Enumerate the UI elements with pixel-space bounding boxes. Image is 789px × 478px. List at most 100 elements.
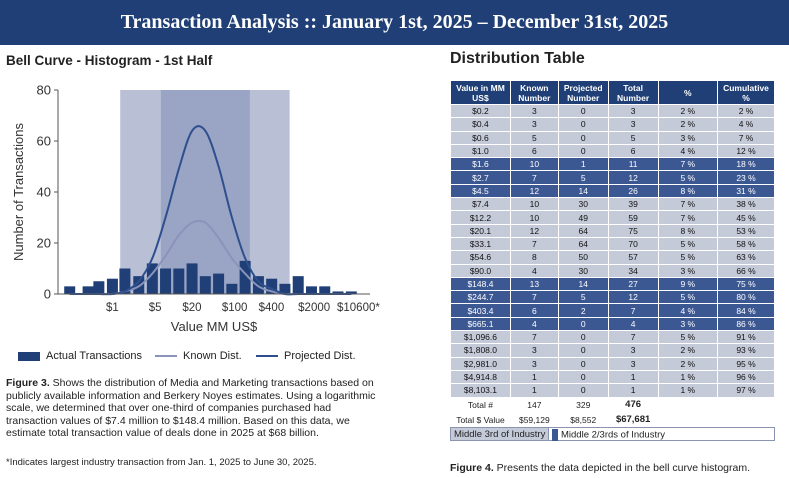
bar-19: [319, 286, 331, 294]
total-number-empty2: [717, 397, 775, 413]
table-cell-t: 34: [607, 263, 659, 278]
table-header-row: Value in MM US$ Known Number Projected N…: [450, 80, 775, 105]
bar-12: [226, 283, 238, 294]
table-cell-p: 0: [557, 343, 609, 358]
table-cell-v: $4.5: [450, 183, 511, 199]
table-row: $0.2 3 0 3 2 % 2 %: [450, 103, 775, 119]
header-projected: Projected Number: [557, 80, 609, 105]
table-cell-p: 14: [557, 183, 609, 199]
distribution-table: Value in MM US$ Known Number Projected N…: [450, 80, 775, 428]
y-tick-label: 0: [44, 287, 51, 302]
table-cell-pct: 3 %: [657, 263, 719, 278]
table-cell-pct: 8 %: [657, 183, 719, 199]
x-tick-label: $2000: [298, 302, 330, 314]
table-cell-p: 0: [557, 143, 609, 159]
table-cell-k: 7: [509, 170, 559, 185]
histogram-title: Bell Curve - Histogram - 1st Half: [6, 53, 213, 68]
legend-known: Known Dist.: [155, 350, 242, 362]
figure3-caption: Figure 3. Shows the distribution of Medi…: [6, 377, 378, 440]
histogram-chart: 0 20 40 60 80 $1 $5 $20 $100 $400 $2000 $10600* Valu…: [11, 83, 380, 335]
legend-actual-label: Actual Transactions: [46, 350, 142, 362]
table-cell-v: $8,103.1: [450, 383, 511, 398]
table-row: $4.5 12 14 26 8 % 31 %: [450, 183, 775, 199]
x-tick-label: $1: [106, 302, 119, 314]
table-cell-pct: 8 %: [657, 223, 719, 238]
x-tick-label: $400: [259, 302, 285, 314]
figure3-text: Shows the distribution of Media and Mark…: [6, 377, 376, 439]
bar-8: [173, 268, 185, 294]
table-cell-pct: 5 %: [657, 170, 719, 185]
table-cell-t: 70: [607, 236, 659, 252]
table-cell-pct: 4 %: [657, 303, 719, 318]
table-cell-k: 7: [509, 330, 559, 345]
bar-16: [279, 283, 291, 294]
x-tick-label: $100: [222, 302, 248, 314]
table-cell-pct: 5 %: [657, 290, 719, 305]
table-cell-t: 59: [607, 210, 659, 225]
table-legend: Middle 3rd of Industry Middle 2/3rds of …: [450, 427, 775, 441]
table-cell-k: 7: [509, 290, 559, 305]
table-cell-k: 4: [509, 316, 559, 332]
table-cell-k: 3: [509, 117, 559, 132]
table-cell-cum: 31 %: [717, 183, 775, 199]
table-cell-pct: 2 %: [657, 356, 719, 371]
table-row: $148.4 13 14 27 9 % 75 %: [450, 276, 775, 292]
table-cell-k: 3: [509, 103, 559, 119]
table-cell-cum: 58 %: [717, 236, 775, 252]
table-cell-k: 10: [509, 197, 559, 212]
total-value-total: $67,681: [608, 412, 659, 428]
x-axis-title: Value MM US$: [171, 319, 258, 334]
total-number-label: Total #: [450, 397, 511, 413]
table-cell-cum: 66 %: [717, 263, 775, 278]
table-row: $403.4 6 2 7 4 % 84 %: [450, 303, 775, 318]
table-cell-cum: 75 %: [717, 276, 775, 292]
table-cell-t: 3: [607, 356, 659, 371]
table-cell-cum: 12 %: [717, 143, 775, 159]
table-row: $1.6 10 1 11 7 % 18 %: [450, 157, 775, 172]
table-cell-cum: 63 %: [717, 250, 775, 265]
table-cell-p: 2: [557, 303, 609, 318]
table-cell-p: 0: [557, 369, 609, 385]
table-cell-k: 5: [509, 130, 559, 145]
table-cell-t: 39: [607, 197, 659, 212]
bar-20: [332, 291, 344, 294]
table-cell-pct: 9 %: [657, 276, 719, 292]
table-cell-t: 75: [607, 223, 659, 238]
legend-middle-two-thirds: Middle 2/3rds of Industry: [549, 427, 775, 441]
bar-5: [133, 276, 145, 294]
table-cell-pct: 1 %: [657, 383, 719, 398]
total-number-projected: 329: [558, 397, 609, 413]
footnote: *Indicates largest industry transaction …: [6, 457, 317, 468]
table-cell-pct: 2 %: [657, 117, 719, 132]
table-cell-v: $665.1: [450, 316, 511, 332]
bar-18: [305, 286, 317, 294]
table-cell-cum: 38 %: [717, 197, 775, 212]
total-number-total: 476: [608, 397, 659, 413]
table-cell-pct: 5 %: [657, 236, 719, 252]
table-cell-t: 27: [607, 276, 659, 292]
total-value-row: Total $ Value $59,129 $8,552 $67,681: [450, 412, 775, 428]
table-row: $4,914.8 1 0 1 1 % 96 %: [450, 369, 775, 385]
table-cell-k: 1: [509, 383, 559, 398]
table-cell-cum: 96 %: [717, 369, 775, 385]
header-value: Value in MM US$: [450, 80, 511, 105]
table-cell-p: 0: [557, 117, 609, 132]
chart-legend: Actual Transactions Known Dist. Projecte…: [18, 350, 388, 364]
table-cell-t: 6: [607, 143, 659, 159]
total-number-empty1: [658, 397, 718, 413]
legend-projected-label: Projected Dist.: [284, 350, 356, 362]
table-cell-v: $2.7: [450, 170, 511, 185]
y-tick-label: 60: [37, 134, 51, 149]
bar-15: [266, 278, 278, 294]
table-row: $90.0 4 30 34 3 % 66 %: [450, 263, 775, 278]
table-cell-pct: 3 %: [657, 316, 719, 332]
figure4-caption: Figure 4. Presents the data depicted in …: [450, 462, 750, 474]
table-row: $20.1 12 64 75 8 % 53 %: [450, 223, 775, 238]
total-number-row: Total # 147 329 476: [450, 397, 775, 413]
table-cell-v: $7.4: [450, 197, 511, 212]
table-cell-v: $54.6: [450, 250, 511, 265]
x-tick-label: $10600*: [337, 302, 380, 314]
table-cell-v: $1.6: [450, 157, 511, 172]
table-title: Distribution Table: [450, 50, 585, 67]
page-banner: Transaction Analysis :: January 1st, 202…: [0, 0, 789, 45]
